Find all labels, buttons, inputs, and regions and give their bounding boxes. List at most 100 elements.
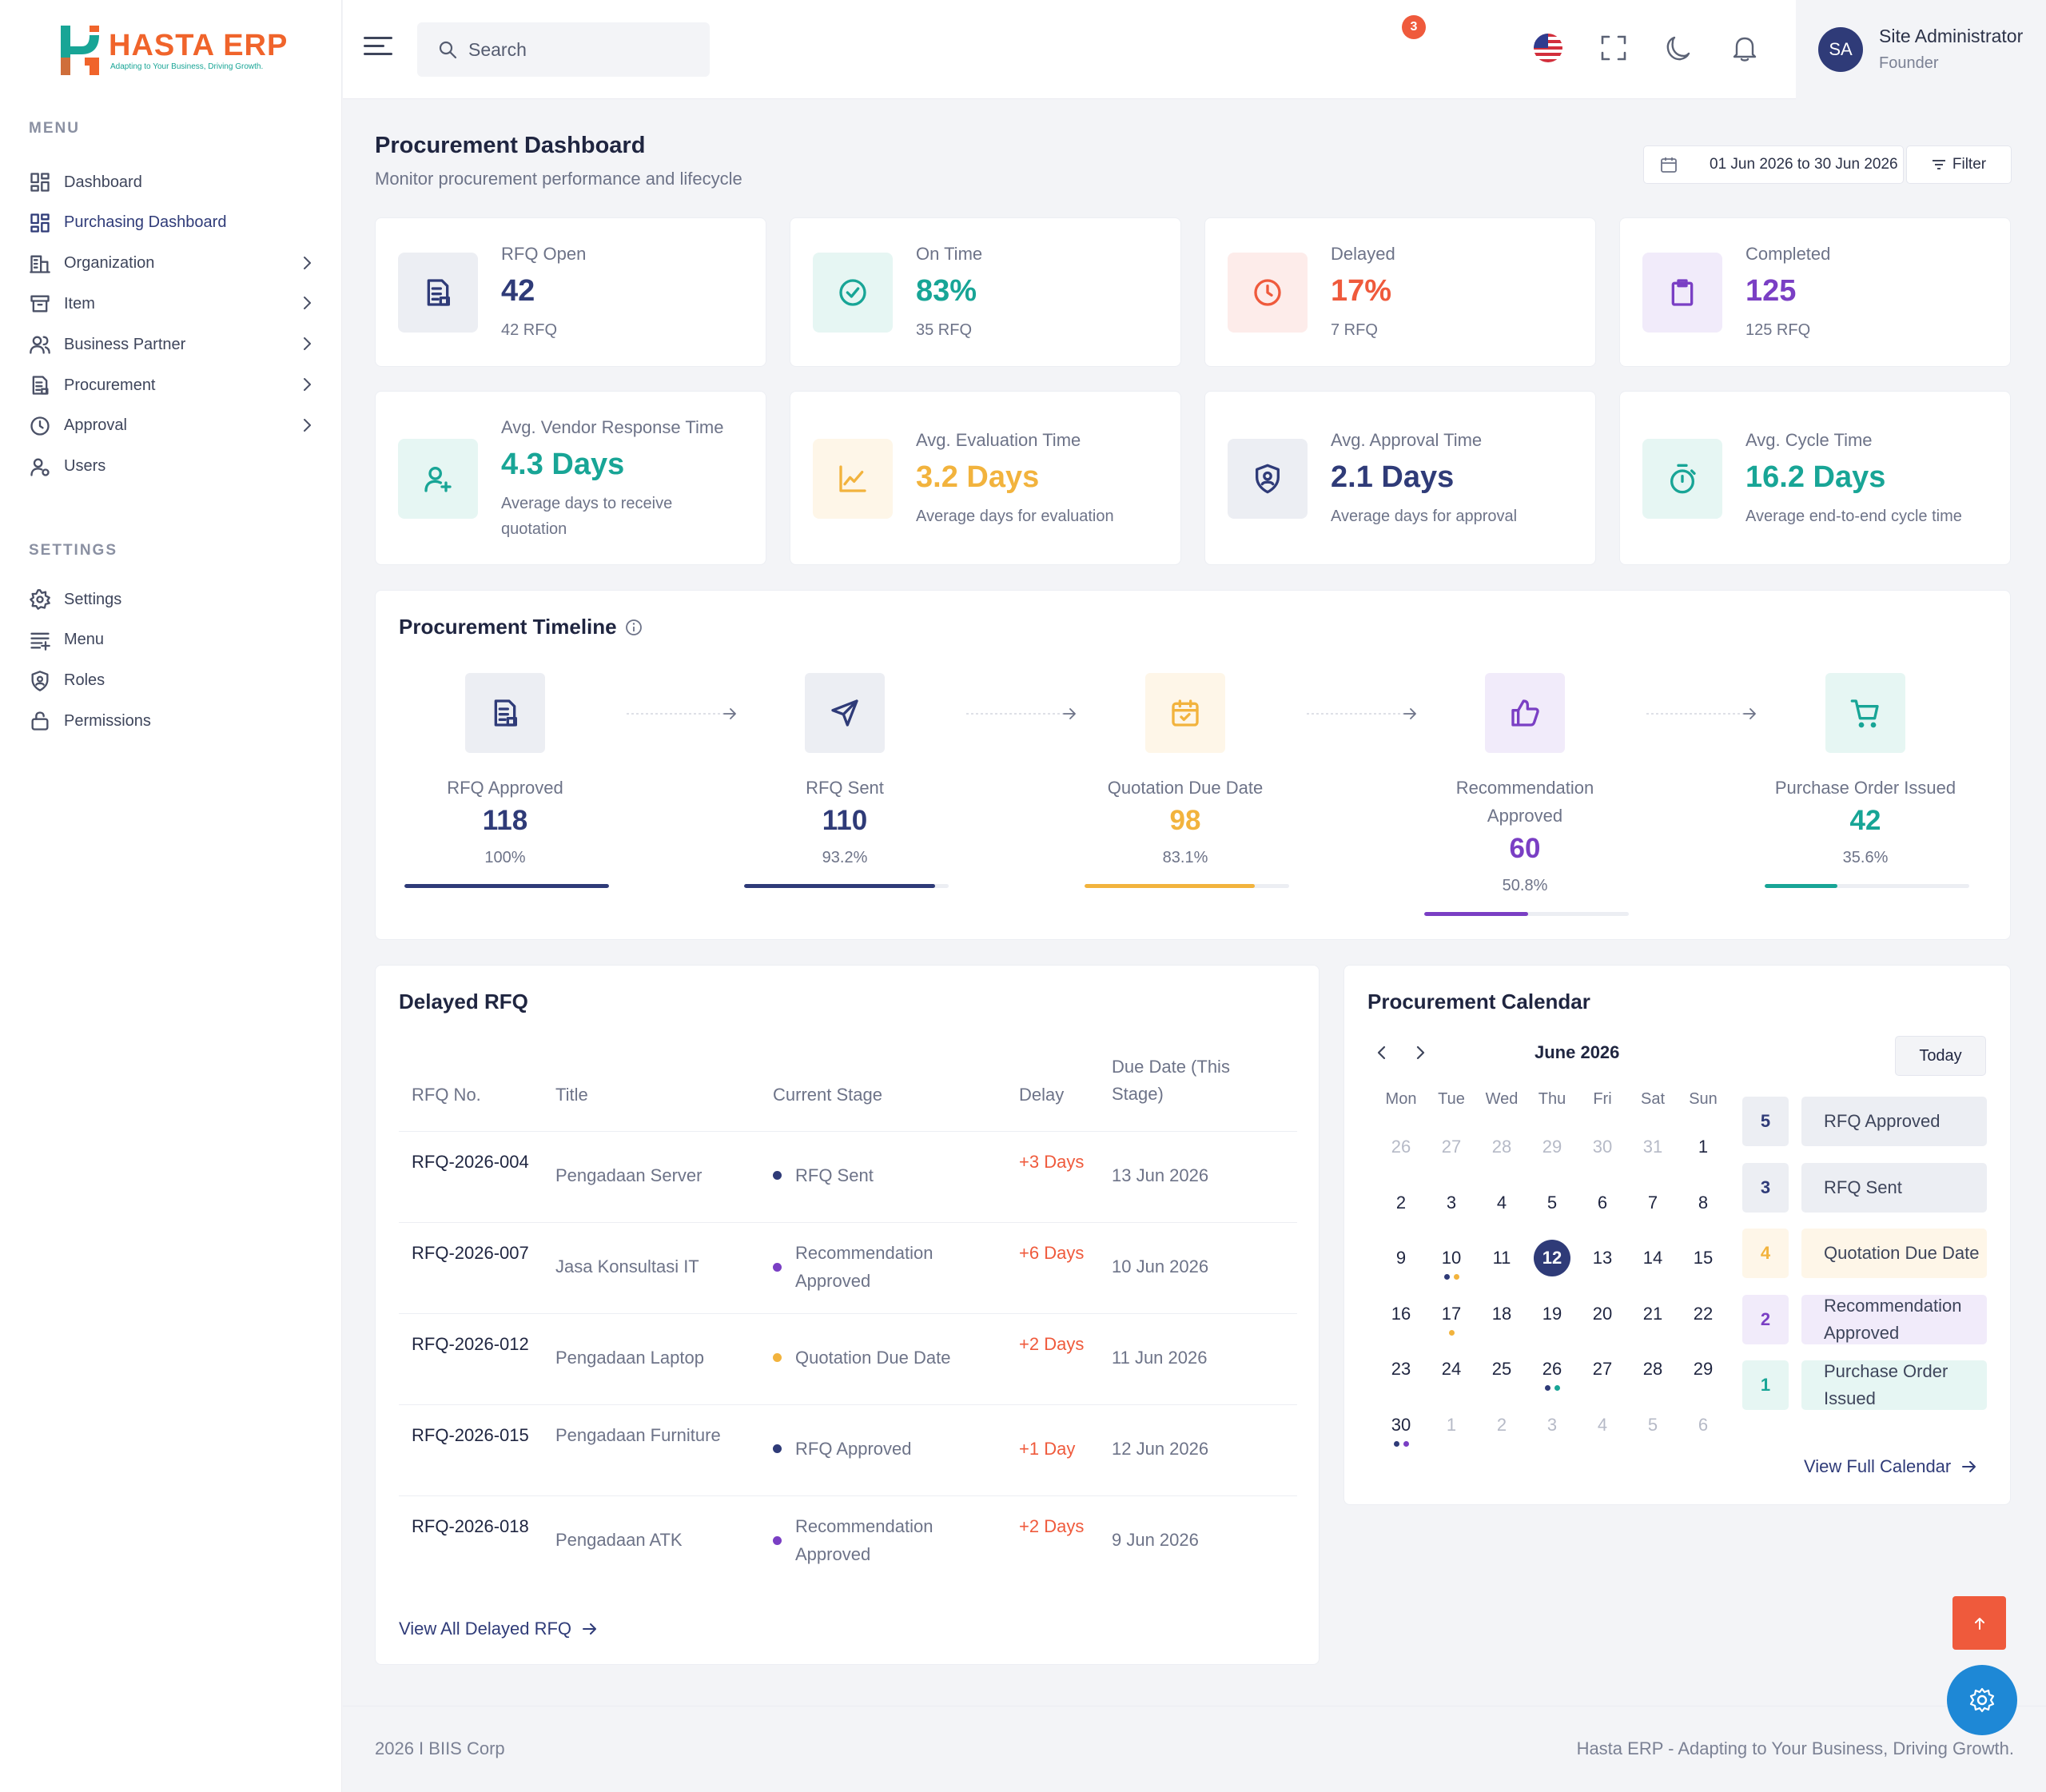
fullscreen-icon[interactable]	[1598, 32, 1630, 64]
sidebar-item-dashboard[interactable]: Dashboard	[29, 164, 316, 201]
calendar-prev-chevron-icon[interactable]	[1375, 1044, 1389, 1061]
calendar-day[interactable]: 28	[1477, 1129, 1527, 1169]
info-icon[interactable]	[625, 619, 643, 636]
rfq-title: Pengadaan Furniture	[555, 1425, 721, 1445]
sidebar-item-label: Item	[64, 294, 95, 313]
calendar-day[interactable]: 6	[1578, 1185, 1627, 1225]
calendar-day[interactable]: 29	[1527, 1129, 1577, 1169]
user-menu[interactable]: SA Site Administrator Founder	[1796, 0, 2046, 99]
legend-label-rfq-sent[interactable]: RFQ Sent	[1801, 1162, 1987, 1213]
calendar-day[interactable]: 7	[1628, 1185, 1678, 1225]
sidebar-item-purchasing-dashboard[interactable]: Purchasing Dashboard	[29, 205, 316, 241]
calendar-day[interactable]: 9	[1376, 1240, 1426, 1280]
calendar-day[interactable]: 25	[1477, 1351, 1527, 1391]
kpi-sub: 125 RFQ	[1745, 321, 1811, 339]
calendar-day[interactable]: 2	[1477, 1407, 1527, 1447]
scroll-to-top-button[interactable]	[1952, 1596, 2006, 1650]
calendar-day[interactable]: 4	[1477, 1185, 1527, 1225]
sidebar-item-icon	[29, 252, 64, 276]
today-button[interactable]: Today	[1895, 1036, 1986, 1076]
table-row[interactable]: RFQ-2026-012 Pengadaan Laptop Quotation …	[399, 1313, 1297, 1404]
table-row[interactable]: RFQ-2026-007 Jasa Konsultasi IT Recommen…	[399, 1222, 1297, 1313]
calendar-day[interactable]: 27	[1578, 1351, 1627, 1391]
calendar-day[interactable]: 13	[1578, 1240, 1627, 1280]
sidebar-item-item[interactable]: Item	[29, 285, 316, 322]
sidebar-item-procurement[interactable]: Procurement	[29, 367, 316, 404]
calendar-day[interactable]: 8	[1678, 1185, 1728, 1225]
calendar-day-selected[interactable]: 12	[1527, 1240, 1577, 1280]
avg-time-card-avg-approval-time: Avg. Approval Time 2.1 Days Average days…	[1204, 391, 1596, 565]
calendar-day[interactable]: 11	[1477, 1240, 1527, 1280]
calendar-day[interactable]: 26	[1376, 1129, 1426, 1169]
calendar-day[interactable]: 26	[1527, 1351, 1577, 1391]
legend-label-rfq-approved[interactable]: RFQ Approved	[1801, 1097, 1987, 1146]
calendar-day[interactable]: 19	[1527, 1296, 1577, 1336]
sidebar-item-organization[interactable]: Organization	[29, 245, 316, 282]
date-range-picker[interactable]: 01 Jun 2026 to 30 Jun 2026	[1643, 145, 1904, 184]
sidebar-item-users[interactable]: Users	[29, 448, 316, 485]
calendar-day[interactable]: 16	[1376, 1296, 1426, 1336]
event-dots	[1427, 1329, 1476, 1336]
calendar-day[interactable]: 24	[1427, 1351, 1476, 1391]
calendar-day[interactable]: 10	[1427, 1240, 1476, 1280]
avg-time-card-avg-cycle-time: Avg. Cycle Time 16.2 Days Average end-to…	[1619, 391, 2011, 565]
calendar-day[interactable]: 29	[1678, 1351, 1728, 1391]
legend-label-recommendation-approved[interactable]: Recommendation Approved	[1801, 1294, 1987, 1344]
sidebar-item-menu[interactable]: Menu	[29, 622, 316, 659]
calendar-day[interactable]: 1	[1427, 1407, 1476, 1447]
search-input[interactable]	[468, 38, 676, 61]
calendar-day[interactable]: 5	[1527, 1185, 1577, 1225]
rfq-number[interactable]: RFQ-2026-018	[412, 1516, 529, 1536]
sidebar-item-approval[interactable]: Approval	[29, 408, 316, 444]
sidebar-item-business-partner[interactable]: Business Partner	[29, 326, 316, 363]
table-row[interactable]: RFQ-2026-018 Pengadaan ATK Recommendatio…	[399, 1495, 1297, 1587]
rfq-stage: RFQ Approved	[773, 1435, 965, 1463]
calendar-day[interactable]: 1	[1678, 1129, 1728, 1169]
rfq-number[interactable]: RFQ-2026-004	[412, 1152, 529, 1172]
calendar-next-chevron-icon[interactable]	[1413, 1044, 1427, 1061]
rfq-number[interactable]: RFQ-2026-012	[412, 1334, 529, 1354]
calendar-day[interactable]: 31	[1628, 1129, 1678, 1169]
table-row[interactable]: RFQ-2026-015 Pengadaan Furniture RFQ App…	[399, 1404, 1297, 1495]
calendar-day[interactable]: 21	[1628, 1296, 1678, 1336]
calendar-day[interactable]: 17	[1427, 1296, 1476, 1336]
sidebar-item-roles[interactable]: Roles	[29, 663, 316, 699]
calendar-day[interactable]: 30	[1376, 1407, 1426, 1447]
calendar-day[interactable]: 14	[1628, 1240, 1678, 1280]
table-row[interactable]: RFQ-2026-004 Pengadaan Server RFQ Sent +…	[399, 1131, 1297, 1222]
brand-logo[interactable]: HASTA ERP Adapting to Your Business, Dri…	[56, 22, 296, 80]
calendar-day[interactable]: 22	[1678, 1296, 1728, 1336]
sidebar-item-settings[interactable]: Settings	[29, 581, 316, 618]
sidebar-item-permissions[interactable]: Permissions	[29, 703, 316, 739]
rfq-number[interactable]: RFQ-2026-015	[412, 1425, 529, 1445]
calendar-day[interactable]: 30	[1578, 1129, 1627, 1169]
dark-mode-moon-icon[interactable]	[1663, 32, 1695, 64]
calendar-day[interactable]: 3	[1427, 1185, 1476, 1225]
calendar-day[interactable]: 20	[1578, 1296, 1627, 1336]
calendar-day[interactable]: 6	[1678, 1407, 1728, 1447]
view-all-delayed-link[interactable]: View All Delayed RFQ	[399, 1619, 597, 1639]
calendar-day[interactable]: 18	[1477, 1296, 1527, 1336]
calendar-day[interactable]: 5	[1628, 1407, 1678, 1447]
sidebar-item-icon	[29, 373, 64, 397]
legend-label-quotation-due-date[interactable]: Quotation Due Date	[1801, 1229, 1987, 1278]
notification-bell-icon[interactable]	[1729, 32, 1761, 64]
calendar-day[interactable]: 27	[1427, 1129, 1476, 1169]
calendar-day[interactable]: 4	[1578, 1407, 1627, 1447]
rfq-number[interactable]: RFQ-2026-007	[412, 1243, 529, 1263]
hamburger-menu-icon[interactable]	[364, 35, 392, 58]
view-full-calendar-link[interactable]: View Full Calendar	[1804, 1456, 1976, 1477]
menu-section-title: MENU	[29, 120, 80, 137]
search-box[interactable]	[417, 22, 710, 77]
us-flag-icon[interactable]	[1532, 32, 1564, 64]
calendar-day[interactable]: 28	[1628, 1351, 1678, 1391]
arrow-right-icon	[966, 708, 1076, 719]
settings-fab-button[interactable]	[1947, 1665, 2017, 1735]
filter-button[interactable]: Filter	[1906, 145, 2012, 184]
day-number: 27	[1441, 1137, 1462, 1157]
calendar-day[interactable]: 2	[1376, 1185, 1426, 1225]
calendar-day[interactable]: 15	[1678, 1240, 1728, 1280]
legend-label-purchase-order-issued[interactable]: Purchase Order Issued	[1801, 1360, 1987, 1410]
calendar-day[interactable]: 23	[1376, 1351, 1426, 1391]
calendar-day[interactable]: 3	[1527, 1407, 1577, 1447]
